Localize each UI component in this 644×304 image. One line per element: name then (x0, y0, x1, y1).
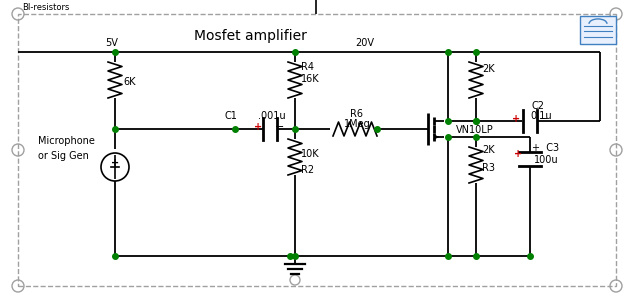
Text: +: + (512, 114, 520, 124)
Text: −: − (276, 122, 285, 132)
Text: +  C3: + C3 (532, 143, 559, 153)
Text: VN10LP: VN10LP (456, 125, 494, 135)
Text: 1Meg: 1Meg (344, 119, 371, 129)
Text: C2: C2 (532, 101, 545, 111)
Text: BI-resistors: BI-resistors (22, 3, 70, 12)
Text: 5V: 5V (105, 38, 118, 48)
Text: 0,1u: 0,1u (530, 111, 552, 121)
Text: +: + (111, 158, 119, 168)
Text: 20V: 20V (355, 38, 374, 48)
Text: 10K: 10K (301, 149, 319, 159)
Text: 100u: 100u (534, 155, 558, 165)
Text: or Sig Gen: or Sig Gen (38, 151, 89, 161)
Text: R6: R6 (350, 109, 363, 119)
Text: R3: R3 (482, 163, 495, 173)
Text: 2K: 2K (482, 145, 495, 155)
Text: R4: R4 (301, 62, 314, 72)
FancyBboxPatch shape (580, 16, 616, 44)
Text: Mosfet amplifier: Mosfet amplifier (194, 29, 307, 43)
Text: +: + (254, 122, 262, 132)
Text: R2: R2 (301, 165, 314, 175)
Text: 16K: 16K (301, 74, 319, 84)
Text: 6K: 6K (123, 77, 135, 87)
Bar (18, 14, 616, 286)
Text: 2K: 2K (482, 64, 495, 74)
Text: .001u: .001u (258, 111, 286, 121)
Text: C1: C1 (225, 111, 238, 121)
Text: +: + (514, 149, 522, 159)
Text: −: − (539, 114, 549, 124)
Text: Microphone: Microphone (38, 136, 95, 146)
